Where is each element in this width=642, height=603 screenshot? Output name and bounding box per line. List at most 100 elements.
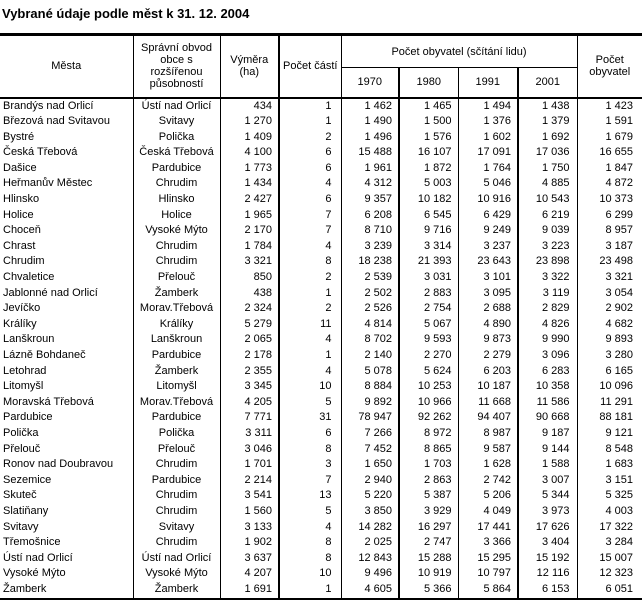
cell-pop-1980: 2 883 bbox=[399, 285, 459, 302]
header-admin-district: Správní obvod obce s rozšířenou působnos… bbox=[133, 34, 221, 99]
table-row: Bystré Polička 1 409 2 1 496 1 576 1 602 1 692 1… bbox=[0, 129, 642, 146]
cell-pop-current: 1 423 bbox=[605, 99, 633, 112]
cell-parts: 6 bbox=[279, 160, 342, 177]
cell-pop-1991: 9 873 bbox=[458, 332, 519, 348]
cell-pop-1970: 2 539 bbox=[341, 270, 400, 286]
cell-pop-1991: 3 237 bbox=[458, 238, 519, 255]
cell-pop-1991: 1 628 bbox=[458, 457, 519, 473]
cell-pop-2001: 10 543 bbox=[518, 192, 578, 208]
table-row: Vysoké Mýto Vysoké Mýto 4 207 10 9 496 10 919… bbox=[0, 566, 642, 582]
cell-district: Žamberk bbox=[133, 581, 221, 599]
cell-city: Svitavy bbox=[0, 519, 134, 536]
cell-district: Svitavy bbox=[133, 114, 221, 130]
cell-pop-1991: 94 407 bbox=[458, 410, 519, 426]
cell-pop-2001: 11 586 bbox=[518, 394, 578, 411]
cell-pop-current: 8 548 bbox=[605, 442, 633, 455]
cell-pop-1991: 3 366 bbox=[458, 535, 519, 551]
cell-pop-1991: 5 864 bbox=[458, 581, 519, 599]
cell-city: Choceň bbox=[0, 223, 134, 239]
cell-district: Chrudim bbox=[133, 457, 221, 473]
cell-district: Chrudim bbox=[133, 254, 221, 271]
cell-parts: 7 bbox=[279, 207, 342, 224]
cell-pop-2001: 6 219 bbox=[518, 207, 578, 224]
cell-district: Králíky bbox=[133, 316, 221, 333]
cell-pop-1980: 9 593 bbox=[399, 332, 459, 348]
table-row: Jevíčko Morav.Třebová 2 324 2 2 526 2 754 2 68… bbox=[0, 301, 642, 317]
table-row: Dašice Pardubice 1 773 6 1 961 1 872 1 764 1 75… bbox=[0, 160, 642, 177]
cell-pop-2001: 3 223 bbox=[518, 238, 578, 255]
cell-parts: 2 bbox=[279, 270, 342, 286]
cell-pop-1970: 8 884 bbox=[341, 379, 400, 395]
cell-parts: 1 bbox=[279, 285, 342, 302]
cell-area: 2 355 bbox=[220, 363, 280, 380]
cell-parts: 11 bbox=[279, 316, 342, 333]
cell-city: Slatiňany bbox=[0, 503, 134, 520]
cell-pop-1980: 5 067 bbox=[399, 316, 459, 333]
table-row: Hlinsko Hlinsko 2 427 6 9 357 10 182 10 916 10 … bbox=[0, 192, 642, 208]
cell-pop-1970: 4 814 bbox=[341, 316, 400, 333]
cell-area: 7 771 bbox=[220, 410, 280, 426]
cell-area: 1 902 bbox=[220, 535, 280, 551]
table-header: Města Správní obvod obce s rozšířenou pů… bbox=[0, 34, 642, 99]
cell-city: Lázně Bohdaneč bbox=[0, 348, 134, 364]
cell-pop-current: 9 121 bbox=[605, 426, 633, 439]
cell-pop-current: 1 847 bbox=[605, 161, 633, 174]
cell-parts: 2 bbox=[279, 129, 342, 146]
cell-pop-1980: 8 865 bbox=[399, 441, 459, 458]
cell-district: Polička bbox=[133, 425, 221, 442]
table-row: Letohrad Žamberk 2 355 4 5 078 5 624 6 203 6 28… bbox=[0, 363, 642, 380]
cell-area: 3 133 bbox=[220, 519, 280, 536]
cell-pop-1970: 8 702 bbox=[341, 332, 400, 348]
cell-pop-current: 4 682 bbox=[605, 317, 633, 330]
cell-pop-1970: 5 078 bbox=[341, 363, 400, 380]
cell-pop-1991: 1 376 bbox=[458, 114, 519, 130]
table-row: Sezemice Pardubice 2 214 7 2 940 2 863 2 742 3 … bbox=[0, 472, 642, 489]
cell-district: Chrudim bbox=[133, 503, 221, 520]
cell-district: Chrudim bbox=[133, 488, 221, 504]
cell-pop-2001: 3 973 bbox=[518, 503, 578, 520]
cell-area: 3 541 bbox=[220, 488, 280, 504]
cell-pop-1991: 17 091 bbox=[458, 145, 519, 161]
cell-pop-current: 6 299 bbox=[605, 208, 633, 221]
cell-area: 434 bbox=[220, 97, 280, 115]
cell-city: Ronov nad Doubravou bbox=[0, 457, 134, 473]
cell-parts: 5 bbox=[279, 503, 342, 520]
cell-district: Ústí nad Orlicí bbox=[133, 550, 221, 567]
cell-city: Dašice bbox=[0, 160, 134, 177]
cell-pop-2001: 4 885 bbox=[518, 176, 578, 193]
cell-pop-2001: 3 119 bbox=[518, 285, 578, 302]
cell-city: Ústí nad Orlicí bbox=[0, 550, 134, 567]
cell-pop-1980: 1 872 bbox=[399, 160, 459, 177]
cell-pop-current: 1 683 bbox=[605, 458, 633, 471]
cell-area: 1 784 bbox=[220, 238, 280, 255]
cell-district: Chrudim bbox=[133, 238, 221, 255]
table-row: Chvaletice Přelouč 850 2 2 539 3 031 3 101 3 32… bbox=[0, 270, 642, 286]
cell-pop-2001: 9 144 bbox=[518, 441, 578, 458]
cell-city: Jablonné nad Orlicí bbox=[0, 285, 134, 302]
cell-pop-1980: 10 182 bbox=[399, 192, 459, 208]
cell-pop-1980: 21 393 bbox=[399, 254, 459, 271]
table-row: Moravská Třebová Morav.Třebová 4 205 5 9 892… bbox=[0, 394, 642, 411]
cell-pop-current: 11 291 bbox=[600, 395, 633, 408]
cell-pop-1991: 10 797 bbox=[458, 566, 519, 582]
cell-area: 2 214 bbox=[220, 472, 280, 489]
cell-pop-current: 23 498 bbox=[599, 255, 633, 268]
cell-pop-1991: 11 668 bbox=[458, 394, 519, 411]
cell-pop-2001: 6 153 bbox=[518, 581, 578, 599]
cell-city: Heřmanův Městec bbox=[0, 176, 134, 193]
table-row: Chrudim Chrudim 3 321 8 18 238 21 393 23 643 23… bbox=[0, 254, 642, 271]
cell-area: 3 637 bbox=[220, 550, 280, 567]
cell-city: Holice bbox=[0, 207, 134, 224]
cell-parts: 8 bbox=[279, 535, 342, 551]
table-row: Svitavy Svitavy 3 133 4 14 282 16 297 17 441 17… bbox=[0, 519, 642, 536]
cell-parts: 7 bbox=[279, 223, 342, 239]
cell-pop-1970: 15 488 bbox=[341, 145, 400, 161]
cell-area: 4 100 bbox=[220, 145, 280, 161]
cell-city: Březová nad Svitavou bbox=[0, 114, 134, 130]
cell-area: 1 560 bbox=[220, 503, 280, 520]
cell-pop-1970: 4 605 bbox=[341, 581, 400, 599]
cell-area: 3 046 bbox=[220, 441, 280, 458]
cell-city: Česká Třebová bbox=[0, 145, 134, 161]
cell-pop-1980: 2 863 bbox=[399, 472, 459, 489]
header-area: Výměra (ha) bbox=[220, 34, 280, 99]
